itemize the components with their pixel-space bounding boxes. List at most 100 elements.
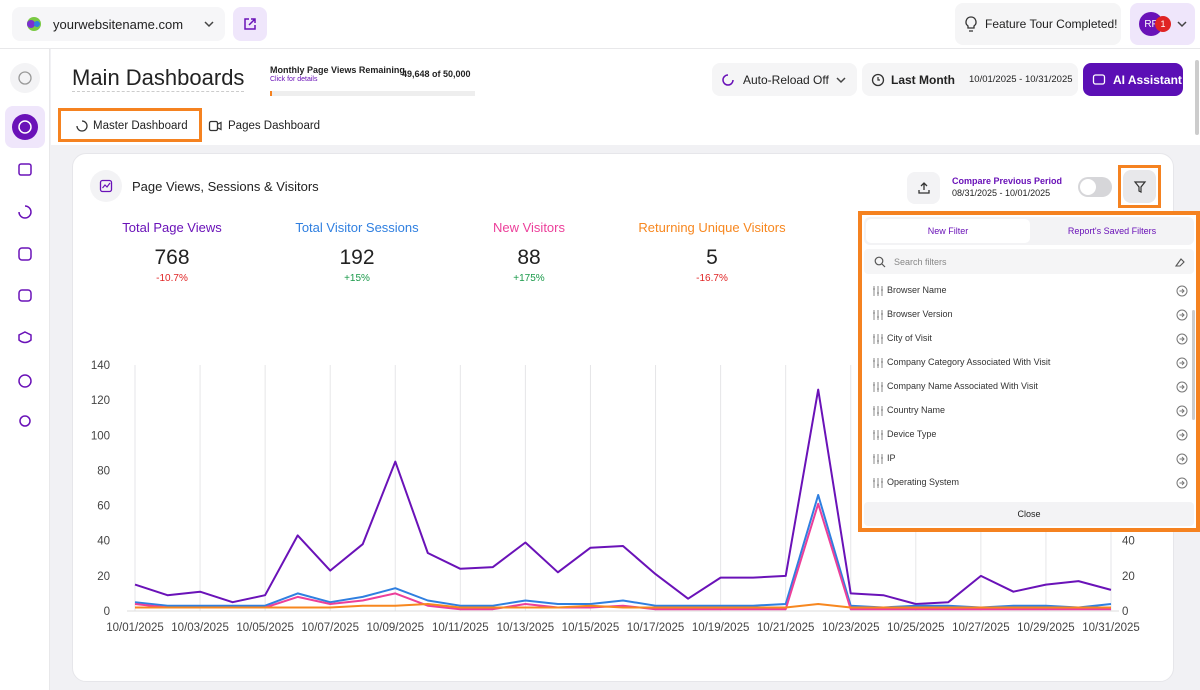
x-tick-label: 10/13/2025	[497, 622, 555, 634]
filter-item-label: City of Visit	[887, 333, 932, 343]
tab-label: Master Dashboard	[93, 120, 188, 132]
tab-icon	[76, 120, 88, 132]
nav-settings[interactable]	[18, 374, 32, 388]
x-tick-label: 10/23/2025	[822, 622, 880, 634]
open-site-button[interactable]	[233, 7, 267, 41]
filter-item[interactable]: Browser Version	[862, 303, 1196, 327]
collapse-button[interactable]	[10, 63, 40, 93]
clear-icon[interactable]	[1174, 256, 1186, 268]
y-tick-label: 100	[91, 430, 110, 442]
filter-item[interactable]: Company Category Associated With Visit	[862, 351, 1196, 375]
compare-label: Compare Previous Period	[952, 176, 1063, 186]
series-line	[134, 388, 1112, 605]
y2-tick-label: 0	[1122, 606, 1128, 618]
filter-item-label: Company Name Associated With Visit	[887, 381, 1038, 391]
item-icon	[873, 334, 883, 344]
auto-reload[interactable]: Auto-Reload Off	[712, 63, 857, 96]
item-arrow	[1176, 429, 1188, 441]
site-icon	[27, 17, 41, 31]
compare-range: 08/31/2025 - 10/01/2025	[952, 188, 1051, 198]
metric-value: 192	[339, 246, 375, 269]
highlight	[1118, 165, 1161, 208]
ai-assistant-button[interactable]: AI Assistant	[1083, 63, 1183, 96]
x-tick-label: 10/11/2025	[432, 622, 489, 634]
date-range: 10/01/2025 - 10/31/2025	[969, 74, 1073, 85]
nav-pages[interactable]	[18, 205, 32, 219]
quota-link[interactable]: Click for details	[270, 76, 318, 83]
filter-item[interactable]: Country Name	[862, 399, 1196, 423]
filter-item-label: Browser Version	[887, 309, 953, 319]
nav-security[interactable]	[18, 331, 32, 344]
nav-chat[interactable]	[18, 289, 32, 302]
compare-toggle[interactable]	[1078, 177, 1112, 197]
chat-icon	[1092, 73, 1106, 85]
nav-mail[interactable]	[18, 163, 32, 176]
period-selector[interactable]: Last Month 10/01/2025 - 10/31/2025	[862, 63, 1078, 96]
x-tick-label: 10/07/2025	[301, 622, 359, 634]
metric-value: 768	[154, 246, 190, 269]
filter-item[interactable]: Device Type	[862, 423, 1196, 447]
account-menu[interactable]: RF 1	[1130, 3, 1195, 45]
filter-search[interactable]: Search filters	[864, 249, 1194, 274]
close-button[interactable]: Close	[864, 502, 1194, 526]
item-arrow	[1176, 309, 1188, 321]
x-tick-label: 10/03/2025	[171, 622, 229, 634]
card-icon	[90, 170, 122, 202]
y-tick-label: 80	[97, 465, 110, 477]
y2-tick-label: 20	[1122, 571, 1135, 583]
filter-item[interactable]: IP	[862, 447, 1196, 471]
metric-change: -16.7%	[696, 273, 728, 284]
clock-icon	[871, 73, 885, 86]
export-button[interactable]	[907, 172, 940, 204]
nav-location[interactable]	[19, 415, 31, 427]
x-tick-label: 10/15/2025	[562, 622, 620, 634]
filter-item-label: Company Category Associated With Visit	[887, 357, 1051, 367]
feature-tour[interactable]: Feature Tour Completed!	[955, 3, 1121, 45]
filter-tab-saved[interactable]: Report's Saved Filters	[1067, 226, 1157, 236]
filter-item-label: IP	[887, 453, 896, 463]
page-title: Main Dashboards	[72, 65, 245, 92]
filter-item[interactable]: Operating System	[862, 471, 1196, 495]
x-tick-label: 10/21/2025	[757, 622, 815, 634]
item-arrow	[1176, 405, 1188, 417]
item-icon	[873, 430, 883, 440]
filter-tabs: New Filter Report's Saved Filters	[864, 217, 1194, 245]
y-tick-label: 120	[91, 395, 110, 407]
chevron	[204, 21, 214, 28]
metric-label: Total Page Views	[122, 220, 222, 235]
metric-change: +175%	[513, 273, 545, 284]
site-selector[interactable]: yourwebsitename.com	[12, 7, 225, 41]
item-icon	[873, 478, 883, 488]
export-icon	[917, 182, 930, 194]
filter-button[interactable]	[1123, 170, 1156, 203]
filter-item[interactable]: Browser Name	[862, 279, 1196, 303]
sidebar-icons	[5, 63, 45, 427]
item-arrow	[1176, 285, 1188, 297]
item-arrow	[1176, 453, 1188, 465]
bulb-icon	[965, 16, 977, 32]
ai-assistant-text: AI Assistant	[1113, 72, 1182, 87]
filter-item[interactable]: Company Name Associated With Visit	[862, 375, 1196, 399]
item-arrow	[1176, 381, 1188, 393]
y-tick-label: 0	[104, 606, 110, 618]
y-tick-label: 60	[97, 501, 110, 513]
nav-scan[interactable]	[18, 247, 32, 261]
filter-item-label: Browser Name	[887, 285, 947, 295]
item-arrow	[1176, 477, 1188, 489]
tab-pages[interactable]: Pages Dashboard	[208, 119, 320, 133]
period: Last Month	[891, 72, 955, 87]
tab-master[interactable]: Master Dashboard	[75, 119, 188, 133]
quota-value: 49,648 of 50,000	[402, 69, 471, 79]
item-icon	[873, 358, 883, 368]
item-icon	[873, 406, 883, 416]
site-name: yourwebsitename.com	[53, 16, 184, 32]
filter-panel: New Filter Report's Saved Filters Search…	[859, 212, 1199, 531]
reload-icon	[722, 73, 734, 86]
quota-label: Monthly Page Views Remaining	[270, 65, 405, 75]
highlight	[858, 211, 1200, 532]
filter-tab-new[interactable]: New Filter	[866, 219, 1030, 243]
notification-badge: 1	[1155, 16, 1171, 32]
card-title: Page Views, Sessions & Visitors	[132, 179, 319, 194]
filter-item[interactable]: City of Visit	[862, 327, 1196, 351]
